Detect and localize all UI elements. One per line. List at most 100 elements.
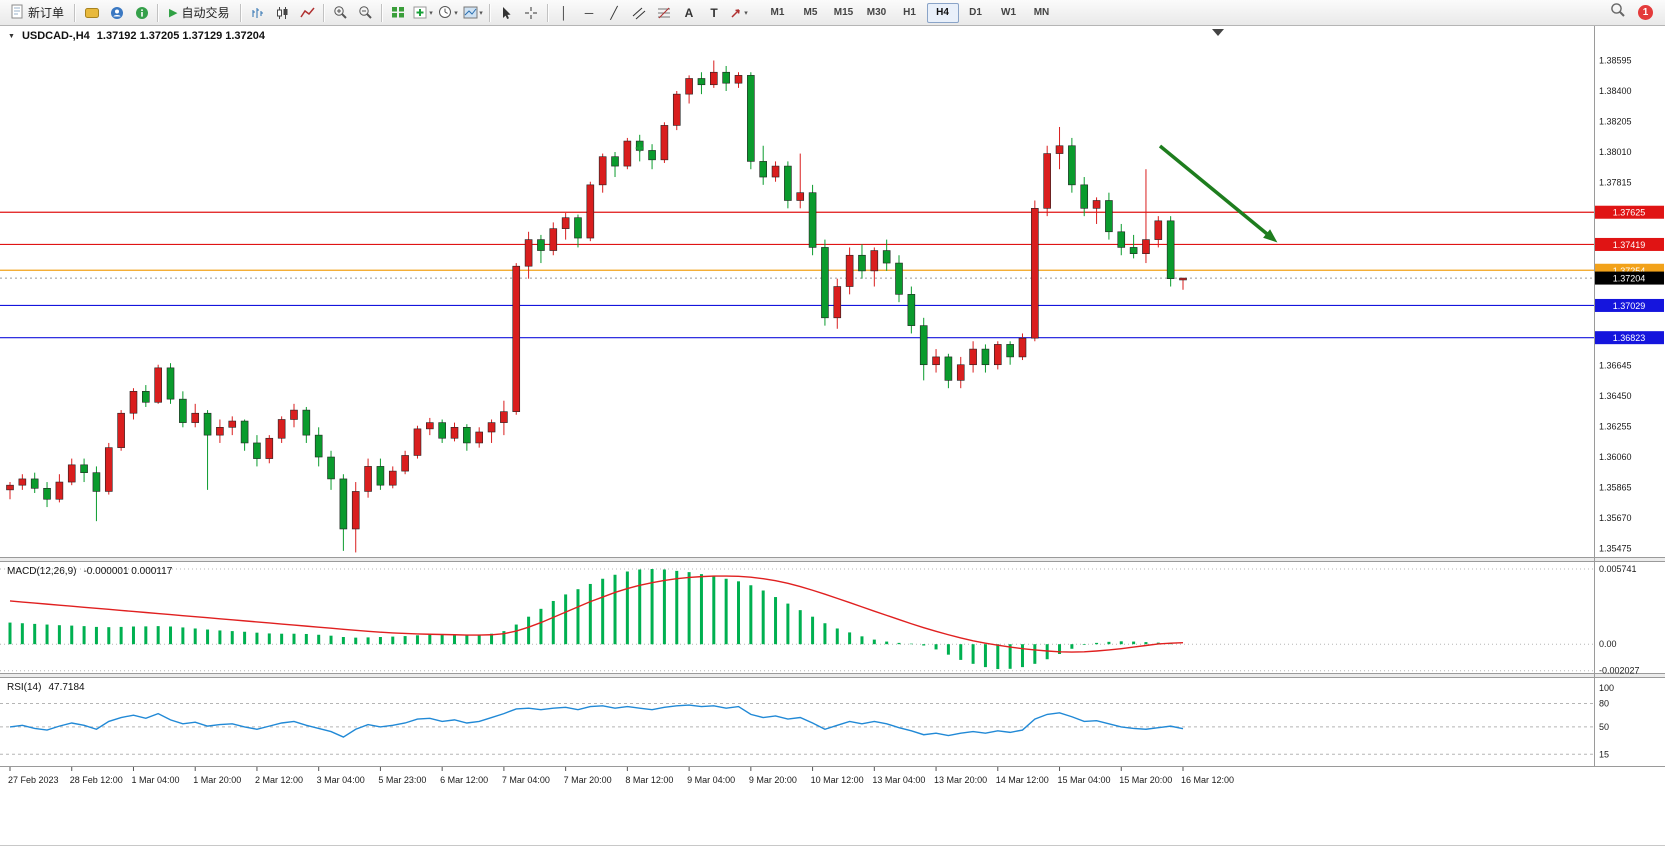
periods-icon[interactable]: ▾ [436, 2, 461, 24]
zoom-in-icon[interactable] [328, 2, 353, 24]
new-order-label: 新订单 [28, 6, 65, 20]
svg-text:1.35865: 1.35865 [1599, 483, 1632, 493]
svg-text:1.37254: 1.37254 [1613, 266, 1646, 276]
svg-text:0.005741: 0.005741 [1599, 564, 1637, 574]
cursor-icon[interactable] [494, 2, 519, 24]
zoom-out-icon[interactable] [353, 2, 378, 24]
svg-text:1.37419: 1.37419 [1613, 240, 1646, 250]
svg-text:1.37204: 1.37204 [1613, 274, 1646, 284]
tf-button-m15[interactable]: M15 [833, 7, 854, 18]
chart-canvas[interactable]: 1.38595 1.38400 1.38205 1.38010 1.37815 1.366… [0, 26, 1665, 845]
chart-header: ▼ USDCAD-,H4 1.37192 1.37205 1.37129 1.3… [8, 30, 265, 42]
svg-text:1.35670: 1.35670 [1599, 513, 1632, 523]
svg-text:1.37625: 1.37625 [1613, 208, 1646, 218]
auto-trading-label: 自动交易 [181, 6, 230, 20]
svg-text:7 Mar 04:00: 7 Mar 04:00 [502, 775, 550, 785]
svg-text:5 Mar 23:00: 5 Mar 23:00 [378, 775, 426, 785]
svg-text:-0.002027: -0.002027 [1599, 666, 1640, 676]
toolbar-separator [157, 3, 160, 22]
tile-windows-icon[interactable] [386, 2, 411, 24]
tf-button-h4[interactable]: H4 [926, 2, 959, 23]
macd-header: MACD(12,26,9) -0.000001 0.000117 [7, 566, 172, 577]
vertical-line-tool-icon[interactable]: │ [560, 5, 568, 20]
svg-text:1.38595: 1.38595 [1599, 56, 1632, 66]
svg-text:1.38205: 1.38205 [1599, 117, 1632, 127]
auto-trading-button[interactable]: ▶ 自动交易 [162, 1, 236, 24]
svg-text:100: 100 [1599, 683, 1614, 693]
svg-text:1.37815: 1.37815 [1599, 178, 1632, 188]
line-chart-icon[interactable] [295, 2, 320, 24]
svg-text:1.36645: 1.36645 [1599, 361, 1632, 371]
accounts-icon[interactable] [104, 2, 129, 24]
svg-text:1.36450: 1.36450 [1599, 391, 1632, 401]
svg-text:1.38010: 1.38010 [1599, 147, 1632, 157]
horizontal-line-tool-icon[interactable]: ─ [584, 5, 594, 20]
crosshair-icon[interactable] [519, 2, 544, 24]
svg-text:14 Mar 12:00: 14 Mar 12:00 [996, 775, 1049, 785]
svg-text:1.36255: 1.36255 [1599, 422, 1632, 432]
main-toolbar: 新订单 ▶ 自动交易 [0, 0, 1665, 26]
templates-icon[interactable]: ▾ [461, 2, 486, 24]
svg-text:28 Feb 12:00: 28 Feb 12:00 [70, 775, 123, 785]
svg-text:2 Mar 12:00: 2 Mar 12:00 [255, 775, 303, 785]
indicators-icon[interactable]: ▾ [411, 2, 436, 24]
toolbar-separator [546, 3, 549, 22]
label-tool-icon[interactable]: T [710, 5, 718, 20]
new-order-button[interactable]: 新订单 [4, 1, 71, 25]
community-icon[interactable] [129, 2, 154, 24]
dropdown-arrow-icon: ▾ [454, 9, 458, 17]
one-click-trading-toggle[interactable]: ▼ [8, 32, 15, 40]
notification-badge[interactable]: 1 [1638, 5, 1653, 20]
candlestick-icon[interactable] [270, 2, 295, 24]
market-depth-icon[interactable] [79, 2, 104, 24]
bar-chart-icon[interactable] [245, 2, 270, 24]
tf-button-mn[interactable]: MN [1033, 7, 1050, 18]
svg-text:13 Mar 20:00: 13 Mar 20:00 [934, 775, 987, 785]
trendline-tool-icon[interactable]: ╱ [610, 5, 618, 20]
svg-text:1.36823: 1.36823 [1613, 333, 1646, 343]
tf-button-d1[interactable]: D1 [969, 7, 982, 18]
timeframe-group: M1 M5 M15 M30 H1 H4 D1 W1 MN [762, 2, 1058, 23]
tf-button-h1[interactable]: H1 [903, 7, 916, 18]
rsi-header: RSI(14) 47.7184 [7, 682, 85, 693]
macd-values: -0.000001 0.000117 [83, 566, 173, 577]
svg-text:10 Mar 12:00: 10 Mar 12:00 [811, 775, 864, 785]
svg-text:1.36060: 1.36060 [1599, 452, 1632, 462]
fibonacci-tool-icon[interactable] [652, 2, 677, 24]
svg-text:1.35475: 1.35475 [1599, 544, 1632, 554]
tf-button-w1[interactable]: W1 [1001, 7, 1016, 18]
new-order-icon [11, 4, 24, 22]
macd-name: MACD(12,26,9) [7, 566, 77, 577]
svg-text:8 Mar 12:00: 8 Mar 12:00 [625, 775, 673, 785]
svg-text:27 Feb 2023: 27 Feb 2023 [8, 775, 59, 785]
toolbar-right-cluster: 1 [1610, 2, 1659, 23]
svg-text:50: 50 [1599, 722, 1609, 732]
svg-text:15 Mar 20:00: 15 Mar 20:00 [1119, 775, 1172, 785]
svg-text:1.38400: 1.38400 [1599, 86, 1632, 96]
auto-trading-play-icon: ▶ [169, 7, 178, 19]
svg-text:9 Mar 04:00: 9 Mar 04:00 [687, 775, 735, 785]
chart-area: 1.38595 1.38400 1.38205 1.38010 1.37815 1.366… [0, 26, 1665, 845]
rsi-name: RSI(14) [7, 682, 42, 693]
toolbar-separator [322, 3, 325, 22]
arrows-tool-icon[interactable]: ▾ [727, 2, 752, 24]
symbol-period-label: USDCAD-,H4 [21, 30, 90, 42]
rsi-value: 47.7184 [48, 682, 85, 693]
tf-button-m1[interactable]: M1 [770, 7, 785, 18]
toolbar-separator [488, 3, 491, 22]
svg-text:1 Mar 20:00: 1 Mar 20:00 [193, 775, 241, 785]
svg-text:80: 80 [1599, 698, 1609, 708]
channel-tool-icon[interactable] [627, 2, 652, 24]
dropdown-arrow-icon: ▾ [744, 9, 748, 17]
search-icon[interactable] [1610, 2, 1626, 23]
dropdown-arrow-icon: ▾ [429, 9, 433, 17]
svg-text:13 Mar 04:00: 13 Mar 04:00 [872, 775, 925, 785]
ohlc-values: 1.37192 1.37205 1.37129 1.37204 [96, 30, 265, 42]
svg-text:1 Mar 04:00: 1 Mar 04:00 [131, 775, 179, 785]
tf-button-m5[interactable]: M5 [803, 7, 818, 18]
toolbar-separator [74, 3, 77, 22]
text-tool-icon[interactable]: A [684, 5, 694, 20]
tf-button-m30[interactable]: M30 [866, 7, 887, 18]
svg-text:0.00: 0.00 [1599, 639, 1617, 649]
